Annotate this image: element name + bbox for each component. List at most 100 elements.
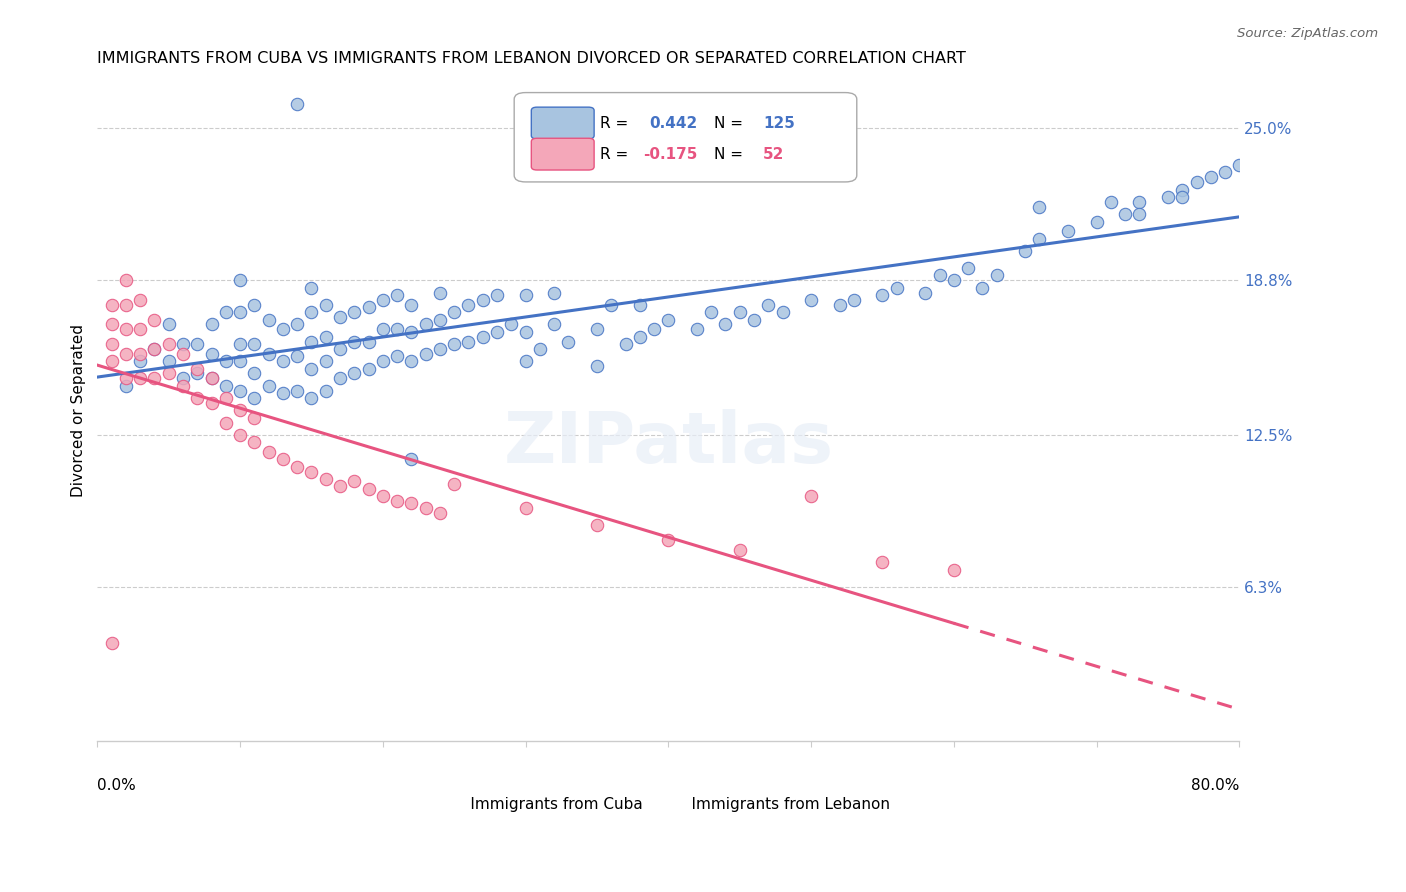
Point — [243, 410, 266, 425]
Point — [515, 501, 537, 516]
FancyBboxPatch shape — [531, 138, 595, 170]
Point — [115, 322, 138, 336]
Point — [429, 312, 451, 326]
Point — [429, 342, 451, 356]
Point — [215, 391, 238, 405]
Point — [100, 636, 122, 650]
Point — [529, 342, 551, 356]
Point — [315, 354, 337, 368]
Point — [172, 347, 194, 361]
Point — [301, 465, 323, 479]
Point — [1171, 190, 1194, 204]
Text: N =: N = — [714, 116, 742, 130]
Point — [728, 305, 751, 319]
Point — [357, 301, 380, 315]
Point — [229, 427, 252, 442]
Point — [471, 329, 494, 343]
Point — [186, 391, 208, 405]
Point — [1128, 194, 1150, 209]
Point — [1185, 175, 1208, 189]
Point — [271, 354, 294, 368]
Point — [1128, 207, 1150, 221]
Text: 0.442: 0.442 — [650, 116, 697, 130]
Point — [215, 378, 238, 392]
Point — [200, 396, 222, 410]
Point — [229, 273, 252, 287]
Text: N =: N = — [714, 146, 742, 161]
Point — [315, 329, 337, 343]
Point — [800, 293, 823, 307]
Point — [501, 318, 523, 332]
Point — [129, 354, 152, 368]
Point — [285, 96, 308, 111]
Point — [357, 334, 380, 349]
Point — [143, 371, 166, 385]
Point — [543, 318, 565, 332]
Point — [271, 452, 294, 467]
Point — [972, 281, 994, 295]
Point — [643, 322, 665, 336]
Text: 0.0%: 0.0% — [97, 778, 136, 793]
Point — [772, 305, 794, 319]
Point — [100, 318, 122, 332]
Point — [586, 322, 609, 336]
Text: -0.175: -0.175 — [643, 146, 697, 161]
Point — [401, 298, 423, 312]
FancyBboxPatch shape — [728, 788, 772, 808]
Point — [714, 318, 737, 332]
Point — [586, 359, 609, 373]
Point — [343, 334, 366, 349]
Point — [443, 305, 465, 319]
Text: Source: ZipAtlas.com: Source: ZipAtlas.com — [1237, 27, 1378, 40]
Point — [129, 293, 152, 307]
Point — [257, 347, 280, 361]
Point — [1099, 194, 1122, 209]
Point — [143, 342, 166, 356]
Point — [1157, 190, 1180, 204]
Point — [515, 288, 537, 302]
Point — [415, 501, 437, 516]
Point — [415, 347, 437, 361]
Point — [129, 322, 152, 336]
Point — [385, 349, 408, 363]
Point — [172, 371, 194, 385]
Point — [100, 298, 122, 312]
Point — [1085, 214, 1108, 228]
Point — [628, 329, 651, 343]
Point — [828, 298, 851, 312]
Text: ZIPatlas: ZIPatlas — [503, 409, 834, 478]
Point — [243, 435, 266, 450]
Point — [315, 384, 337, 398]
Point — [186, 361, 208, 376]
Point — [1028, 232, 1050, 246]
Point — [586, 518, 609, 533]
Point — [1057, 224, 1080, 238]
Text: 125: 125 — [763, 116, 794, 130]
Point — [172, 378, 194, 392]
Point — [186, 337, 208, 351]
Point — [229, 384, 252, 398]
Point — [443, 337, 465, 351]
Point — [415, 318, 437, 332]
Point — [385, 288, 408, 302]
Point — [942, 563, 965, 577]
Point — [1227, 158, 1250, 172]
Point — [243, 337, 266, 351]
Point — [215, 416, 238, 430]
Point — [129, 347, 152, 361]
Point — [1114, 207, 1136, 221]
Point — [628, 298, 651, 312]
Point — [243, 298, 266, 312]
Point — [457, 334, 479, 349]
Point — [914, 285, 936, 300]
Point — [329, 310, 352, 325]
Point — [401, 325, 423, 339]
Point — [543, 285, 565, 300]
Point — [371, 293, 394, 307]
Point — [385, 494, 408, 508]
Point — [957, 261, 980, 276]
Point — [657, 312, 679, 326]
Point — [257, 445, 280, 459]
Point — [257, 378, 280, 392]
Point — [100, 337, 122, 351]
